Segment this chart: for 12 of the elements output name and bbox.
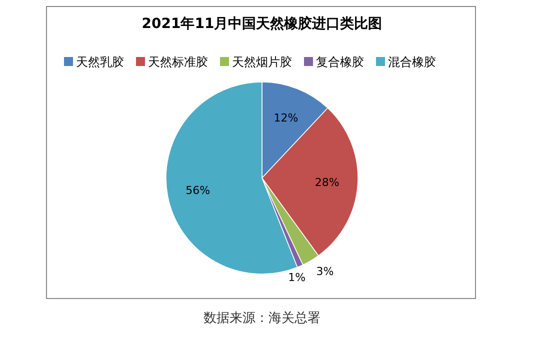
data-label: 28%	[314, 176, 340, 190]
legend-label: 复合橡胶	[316, 55, 364, 69]
source-note: 数据来源：海关总署	[204, 311, 320, 326]
legend-label: 混合橡胶	[388, 55, 436, 69]
legend-label: 天然烟片胶	[232, 55, 292, 69]
data-label: 56%	[186, 184, 210, 198]
data-label: 1%	[288, 271, 306, 284]
data-label: 12%	[274, 111, 298, 124]
chart-title: 2021年11月中国天然橡胶进口类比图	[142, 15, 382, 32]
data-label: 3%	[316, 264, 334, 278]
legend-label: 天然乳胶	[76, 55, 124, 69]
legend-label: 天然标准胶	[148, 55, 208, 69]
